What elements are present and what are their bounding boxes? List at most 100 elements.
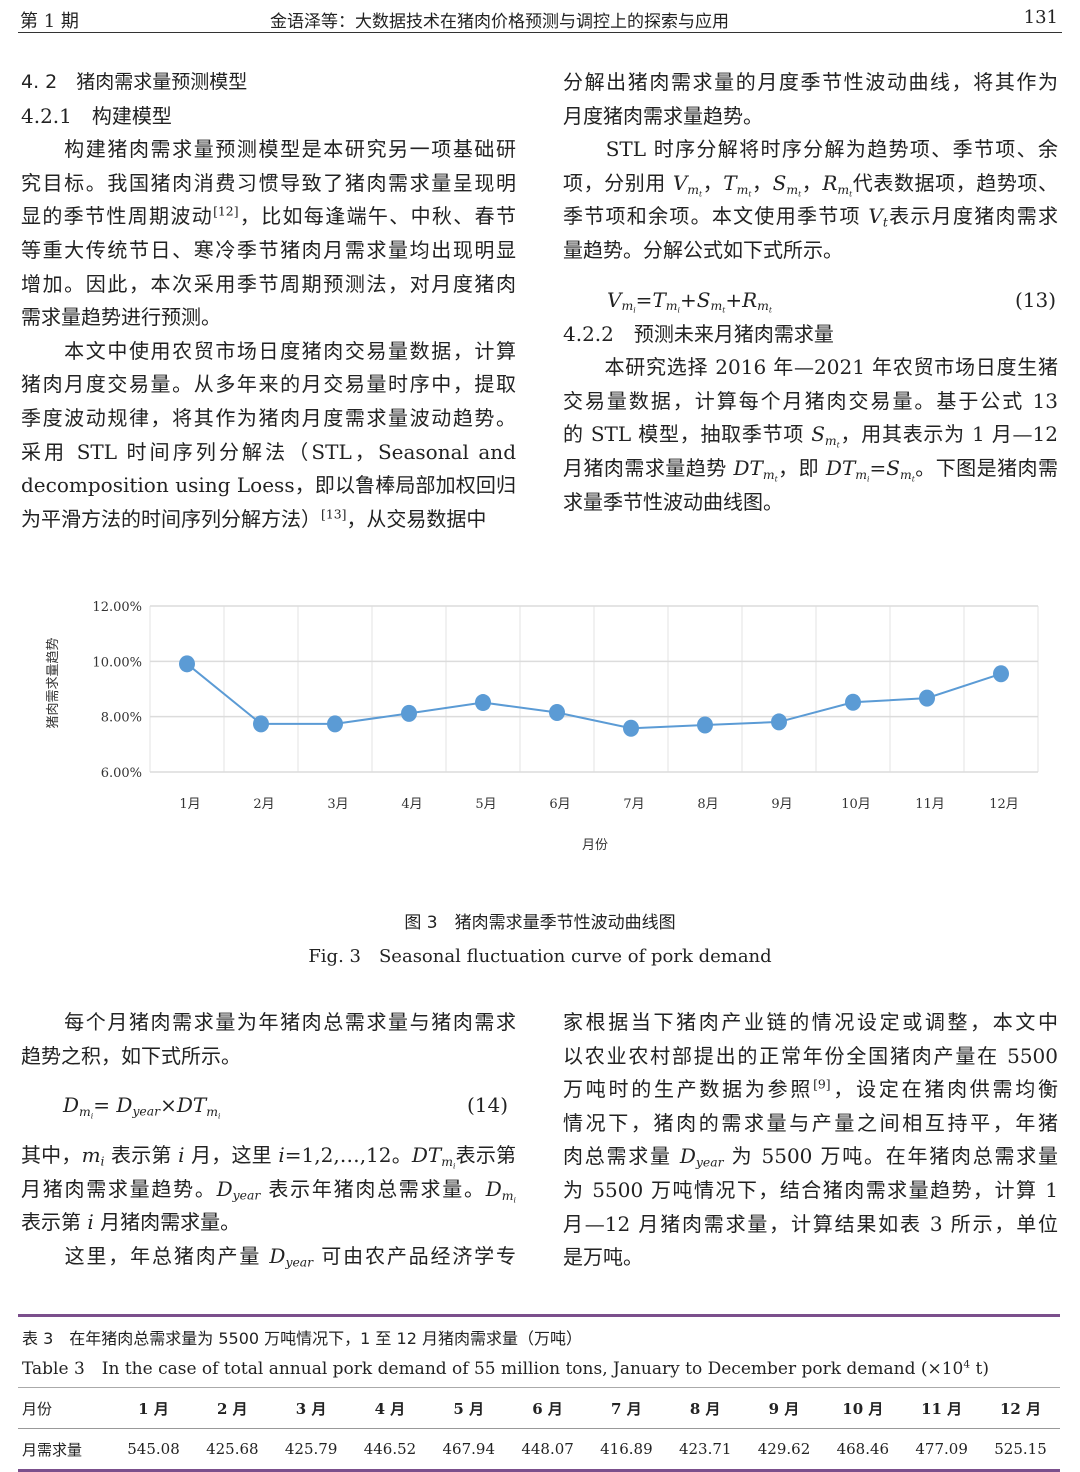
table-cell: 425.79 [272, 1429, 351, 1471]
demand-table: 月份1 月2 月3 月4 月5 月6 月7 月8 月9 月10 月11 月12 … [18, 1388, 1060, 1472]
month-header: 7 月 [587, 1388, 666, 1429]
month-header: 6 月 [508, 1388, 587, 1429]
bottom-left-column: 每个月猪肉需求量为年猪肉总需求量与猪肉需求趋势之积，如下式所示。 Dmi= Dy… [21, 1006, 516, 1274]
month-header: 5 月 [429, 1388, 508, 1429]
data-point [697, 716, 713, 733]
text-line: 表示第 i 月猪肉需求量。 [21, 1206, 516, 1240]
x-tick-label: 4月 [401, 797, 422, 812]
figure-caption-cn: 图 3 猪肉需求量季节性波动曲线图 [0, 908, 1080, 933]
subsection-heading: 4.2.1 构建模型 [21, 100, 516, 134]
x-tick-label: 7月 [623, 797, 644, 812]
y-tick-label: 10.00% [92, 655, 142, 670]
month-header: 3 月 [272, 1388, 351, 1429]
table-header-row: 月份1 月2 月3 月4 月5 月6 月7 月8 月9 月10 月11 月12 … [18, 1388, 1060, 1429]
month-header: 10 月 [823, 1388, 902, 1429]
data-point [993, 665, 1009, 682]
month-header: 11 月 [902, 1388, 981, 1429]
table-caption-cn: 表 3 在年猪肉总需求量为 5500 万吨情况下，1 至 12 月猪肉需求量（万… [18, 1317, 1060, 1351]
text-line: 月猪肉需求量趋势 DTmt，即 DTmi=Smt。下图是猪肉需 [563, 452, 1058, 486]
month-header: 4 月 [351, 1388, 430, 1429]
text-line: 量趋势。分解公式如下式所示。 [563, 234, 1058, 268]
text-line: 季度波动规律，将其作为猪肉月度需求量波动趋势。 [21, 402, 516, 436]
equation-number: (13) [1015, 284, 1056, 318]
text-line: 交易量数据，计算每个月猪肉交易量。基于公式 13 [563, 385, 1058, 419]
section-heading: 4. 2 猪肉需求量预测模型 [21, 66, 516, 100]
data-point [549, 704, 565, 721]
table-cell: 425.68 [193, 1429, 272, 1471]
table-cell: 477.09 [902, 1429, 981, 1471]
text-line: 等重大传统节日、寒冷季节猪肉月需求量均出现明显 [21, 234, 516, 268]
month-header: 9 月 [745, 1388, 824, 1429]
table-cell: 446.52 [351, 1429, 430, 1471]
text-line: 季节项和余项。本文使用季节项 Vt表示月度猪肉需求 [563, 200, 1058, 234]
text-line: 月度猪肉需求量趋势。 [563, 100, 1058, 134]
paragraph-lines: 构建猪肉需求量预测模型是本研究另一项基础研究目标。我国猪肉消费习惯导致了猪肉需求… [21, 133, 516, 536]
data-point [771, 713, 787, 730]
month-header: 8 月 [666, 1388, 745, 1429]
data-point [475, 694, 491, 711]
table-cell: 416.89 [587, 1429, 666, 1471]
running-header: 第 1 期 金语泽等：大数据技术在猪肉价格预测与调控上的探索与应用 131 [18, 4, 1062, 33]
formula: Dmi= Dyear×DTmi [63, 1093, 220, 1117]
x-tick-label: 9月 [771, 797, 792, 812]
paragraph-lines: 本研究选择 2016 年—2021 年农贸市场日度生猪交易量数据，计算每个月猪肉… [563, 351, 1058, 519]
text-line: 猪肉月度交易量。从多年来的月交易量时序中，提取 [21, 368, 516, 402]
text-line: 究目标。我国猪肉消费习惯导致了猪肉需求量呈现明 [21, 167, 516, 201]
row-label-header: 月份 [18, 1388, 114, 1429]
equation-14: Dmi= Dyear×DTmi (14) [21, 1089, 516, 1123]
equation-number: (14) [467, 1089, 508, 1123]
data-point [919, 690, 935, 707]
data-point [179, 655, 195, 672]
text-line: 万吨时的生产数据为参照[9]，设定在猪肉供需均衡 [563, 1073, 1058, 1107]
month-header: 1 月 [114, 1388, 193, 1429]
y-tick-label: 12.00% [92, 600, 142, 615]
month-header: 12 月 [981, 1388, 1060, 1429]
text-line: 以农业农村部提出的正常年份全国猪肉产量在 5500 [563, 1040, 1058, 1074]
text-line: 本文中使用农贸市场日度猪肉交易量数据，计算 [21, 335, 516, 369]
text-line: 增加。因此，本次采用季节周期预测法，对月度猪肉 [21, 268, 516, 302]
top-left-column: 4. 2 猪肉需求量预测模型 4.2.1 构建模型 构建猪肉需求量预测模型是本研… [21, 66, 516, 536]
paragraph-lines: 其中，mi 表示第 i 月，这里 i=1,2,…,12。DTmi表示第 i月猪肉… [21, 1139, 516, 1273]
text-line: 求量季节性波动曲线图。 [563, 486, 1058, 520]
month-header: 2 月 [193, 1388, 272, 1429]
text-line: 这里，年总猪肉产量 Dyear 可由农产品经济学专 [21, 1240, 516, 1274]
running-title: 金语泽等：大数据技术在猪肉价格预测与调控上的探索与应用 [270, 7, 729, 32]
x-tick-label: 10月 [841, 797, 871, 812]
text-line: 为平滑方法的时间序列分解方法）[13]，从交易数据中 [21, 503, 516, 537]
paragraph-lines: 家根据当下猪肉产业链的情况设定或调整，本文中以农业农村部提出的正常年份全国猪肉产… [563, 1006, 1058, 1275]
data-point [327, 715, 343, 732]
subsection-heading: 4.2.2 预测未来月猪肉需求量 [563, 318, 1058, 352]
text-line: 显的季节性周期波动[12]，比如每逢端午、中秋、春节 [21, 200, 516, 234]
table-caption-en: Table 3 In the case of total annual pork… [18, 1351, 1060, 1388]
paragraph-lines: 分解出猪肉需求量的月度季节性波动曲线，将其作为月度猪肉需求量趋势。 STL 时序… [563, 66, 1058, 268]
table-cell: 429.62 [745, 1429, 824, 1471]
top-right-column: 分解出猪肉需求量的月度季节性波动曲线，将其作为月度猪肉需求量趋势。 STL 时序… [563, 66, 1058, 519]
text-line: 每个月猪肉需求量为年猪肉总需求量与猪肉需求 [21, 1006, 516, 1040]
data-point [845, 694, 861, 711]
text-line: 构建猪肉需求量预测模型是本研究另一项基础研 [21, 133, 516, 167]
text-line: 为 5500 万吨情况下，结合猪肉需求量趋势，计算 1 [563, 1174, 1058, 1208]
text-line: 月猪肉需求量趋势。Dyear 表示年猪肉总需求量。Dmi [21, 1173, 516, 1207]
text-line: 是万吨。 [563, 1241, 1058, 1275]
y-axis-label: 猪肉需求量趋势 [45, 637, 61, 728]
page-number: 131 [1024, 7, 1058, 28]
text-line: 其中，mi 表示第 i 月，这里 i=1,2,…,12。DTmi表示第 i [21, 1139, 516, 1173]
x-tick-label: 1月 [179, 797, 200, 812]
table-3: 表 3 在年猪肉总需求量为 5500 万吨情况下，1 至 12 月猪肉需求量（万… [18, 1314, 1060, 1472]
table-cell: 468.46 [823, 1429, 902, 1471]
x-tick-label: 12月 [989, 797, 1019, 812]
x-tick-label: 5月 [475, 797, 496, 812]
text-line: 本研究选择 2016 年—2021 年农贸市场日度生猪 [563, 351, 1058, 385]
figure-caption-en: Fig. 3 Seasonal fluctuation curve of por… [0, 942, 1080, 968]
seasonal-demand-chart: 6.00%8.00%10.00%12.00%1月2月3月4月5月6月7月8月9月… [0, 590, 1080, 860]
x-tick-label: 3月 [327, 797, 348, 812]
x-tick-label: 11月 [915, 797, 945, 812]
equation-13: Vmi=Tmi+Smt+Rmt (13) [563, 284, 1058, 318]
data-point [623, 720, 639, 737]
text-line: 月—12 月猪肉需求量，计算结果如表 3 所示，单位 [563, 1208, 1058, 1242]
formula: Vmi=Tmi+Smt+Rmt [607, 288, 772, 312]
data-point [401, 705, 417, 722]
y-tick-label: 8.00% [101, 711, 142, 726]
y-tick-label: 6.00% [101, 766, 142, 781]
text-line: 趋势之积，如下式所示。 [21, 1040, 516, 1074]
